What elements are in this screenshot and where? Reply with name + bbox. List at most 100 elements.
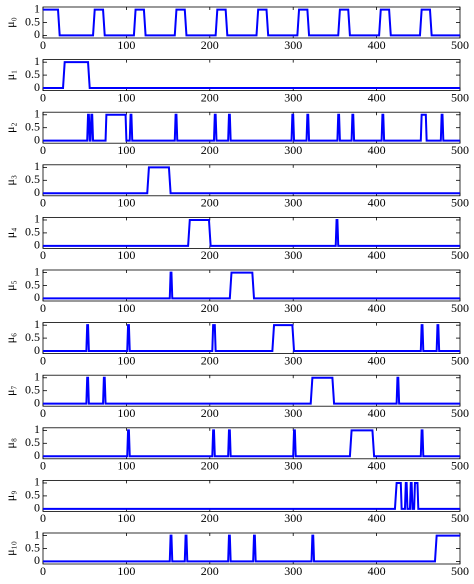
y-tick-label: 0.5	[25, 119, 40, 133]
signal-line	[43, 429, 460, 458]
signal-line	[43, 218, 460, 247]
plot-frame	[42, 322, 461, 355]
x-tick-label: 0	[40, 406, 46, 420]
plot-frame	[42, 532, 461, 565]
plot-frame	[42, 164, 461, 197]
y-axis-label: μ₉	[3, 491, 17, 502]
y-tick-label: 1	[34, 475, 40, 489]
x-tick-label: 200	[201, 248, 219, 262]
y-axis-label: μ₅	[3, 280, 17, 291]
y-tick-label: 0	[34, 553, 40, 567]
x-tick-label: 0	[40, 301, 46, 315]
y-tick-label: 1	[34, 1, 40, 15]
x-tick-label: 0	[40, 353, 46, 367]
y-tick-label: 0	[34, 185, 40, 199]
y-tick-label: 1	[34, 264, 40, 278]
x-tick-label: 300	[284, 564, 302, 578]
x-tick-label: 300	[284, 353, 302, 367]
x-tick-label: 100	[117, 406, 135, 420]
y-axis-label: μ₈	[3, 438, 17, 449]
y-tick-label: 0	[34, 343, 40, 357]
x-tick-label: 300	[284, 248, 302, 262]
y-axis-label: μ₁	[3, 70, 17, 81]
y-tick-label: 1	[34, 370, 40, 384]
x-tick-label: 500	[451, 90, 469, 104]
x-tick-label: 200	[201, 196, 219, 210]
x-tick-label: 300	[284, 143, 302, 157]
x-tick-label: 200	[201, 143, 219, 157]
y-tick-label: 0	[34, 501, 40, 515]
x-tick-label: 400	[368, 143, 386, 157]
x-tick-label: 200	[201, 406, 219, 420]
x-tick-label: 100	[117, 564, 135, 578]
y-tick-label: 0	[34, 80, 40, 94]
x-tick-label: 200	[201, 459, 219, 473]
x-tick-label: 100	[117, 196, 135, 210]
plot-frame	[42, 216, 461, 249]
y-tick-label: 0	[34, 27, 40, 41]
y-tick-label: 1	[34, 422, 40, 436]
y-tick-label: 0	[34, 132, 40, 146]
x-tick-label: 0	[40, 90, 46, 104]
x-tick-label: 100	[117, 301, 135, 315]
x-tick-label: 0	[40, 564, 46, 578]
x-tick-label: 100	[117, 459, 135, 473]
x-tick-label: 500	[451, 459, 469, 473]
x-tick-label: 200	[201, 353, 219, 367]
x-tick-label: 100	[117, 511, 135, 525]
y-tick-label: 1	[34, 212, 40, 226]
y-tick-label: 0.5	[25, 435, 40, 449]
x-tick-label: 500	[451, 564, 469, 578]
x-tick-label: 300	[284, 511, 302, 525]
x-tick-label: 400	[368, 196, 386, 210]
signal-line	[43, 8, 460, 37]
x-tick-label: 100	[117, 143, 135, 157]
x-tick-label: 500	[451, 38, 469, 52]
x-tick-label: 100	[117, 248, 135, 262]
x-tick-label: 500	[451, 196, 469, 210]
x-tick-label: 0	[40, 38, 46, 52]
x-tick-label: 0	[40, 143, 46, 157]
x-tick-label: 200	[201, 90, 219, 104]
y-tick-label: 0	[34, 238, 40, 252]
signal-line	[43, 534, 460, 563]
y-axis-label: μ₂	[3, 122, 17, 133]
x-tick-label: 300	[284, 459, 302, 473]
x-tick-label: 0	[40, 196, 46, 210]
y-tick-label: 1	[34, 54, 40, 68]
y-tick-label: 1	[34, 317, 40, 331]
x-tick-label: 400	[368, 301, 386, 315]
x-tick-label: 400	[368, 353, 386, 367]
y-tick-label: 1	[34, 107, 40, 121]
x-tick-label: 400	[368, 406, 386, 420]
y-tick-label: 0.5	[25, 225, 40, 239]
x-tick-label: 300	[284, 301, 302, 315]
y-axis-label: μ₆	[3, 333, 17, 344]
signal-line	[43, 166, 460, 195]
x-tick-label: 400	[368, 459, 386, 473]
x-tick-label: 400	[368, 38, 386, 52]
x-tick-label: 0	[40, 248, 46, 262]
y-axis-label: μ₄	[3, 228, 17, 239]
y-tick-label: 0.5	[25, 330, 40, 344]
x-tick-label: 0	[40, 459, 46, 473]
x-tick-label: 0	[40, 511, 46, 525]
signal-line	[43, 113, 460, 142]
y-axis-label: μ₀	[3, 17, 17, 28]
x-tick-label: 400	[368, 90, 386, 104]
x-tick-label: 500	[451, 301, 469, 315]
y-tick-label: 0.5	[25, 540, 40, 554]
signal-line	[43, 481, 460, 510]
y-tick-label: 1	[34, 159, 40, 173]
y-tick-label: 0.5	[25, 172, 40, 186]
x-tick-label: 500	[451, 143, 469, 157]
x-tick-label: 200	[201, 564, 219, 578]
x-tick-label: 400	[368, 564, 386, 578]
x-tick-label: 500	[451, 353, 469, 367]
x-tick-label: 100	[117, 90, 135, 104]
x-tick-label: 400	[368, 511, 386, 525]
x-tick-label: 300	[284, 90, 302, 104]
y-tick-label: 0.5	[25, 382, 40, 396]
